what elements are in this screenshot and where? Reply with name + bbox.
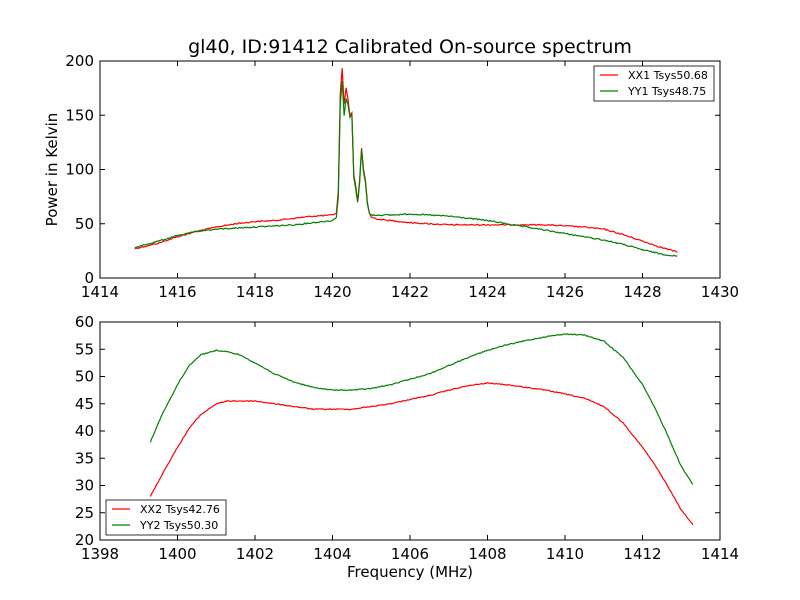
- x-tick-label-2-7: 1412: [623, 545, 661, 563]
- legend-2: XX2 Tsys42.76 YY2 Tsys50.30: [105, 499, 227, 536]
- y-tick-label-1-4: 200: [65, 52, 94, 70]
- x-tick-label-1-7: 1428: [623, 283, 661, 301]
- y-tick-label-1-0: 0: [84, 269, 94, 287]
- y-tick-label-1-2: 100: [65, 161, 94, 179]
- y-tick-label-2-0: 20: [75, 531, 94, 549]
- y-tick-label-2-7: 55: [75, 340, 94, 358]
- plots: 1414 1416 1418 1420 1422 1424 1426 1428 14300501…: [43, 52, 739, 581]
- legend-box-1: [593, 65, 715, 102]
- x-tick-label-1-8: 1430: [701, 283, 739, 301]
- legend-entry-1-2: YY1 Tsys48.75: [627, 85, 706, 98]
- subplot-1: 1414 1416 1418 1420 1422 1424 1426 1428 1430 0 50 1…: [43, 52, 739, 301]
- series-line-2-2: [149, 333, 694, 485]
- x-tick-label-2-3: 1404: [313, 545, 351, 563]
- series-line-2-1: [149, 381, 694, 526]
- x-tick-label-1-5: 1424: [468, 283, 506, 301]
- x-tick-label-2-2: 1402: [236, 545, 274, 563]
- legend-entry-2-2: YY2 Tsys50.30: [139, 519, 218, 532]
- series-line-1-2: [134, 80, 678, 257]
- y-tick-label-2-8: 60: [75, 313, 94, 331]
- x-tick-label-1-4: 1422: [391, 283, 429, 301]
- x-axis-label-2: Frequency (MHz): [347, 563, 473, 581]
- x-tick-label-1-0: 1414: [81, 283, 119, 301]
- legend-1: XX1 Tsys50.68 YY1 Tsys48.75: [593, 65, 715, 102]
- chart-title: gl40, ID:91412 Calibrated On-source spec…: [188, 36, 632, 58]
- subplot-2: 1398 1400 1402 1404 1406 1408 1410 1412 1414 20 25…: [75, 313, 739, 581]
- y-tick-label-2-4: 40: [75, 422, 94, 440]
- x-tick-label-1-6: 1426: [546, 283, 584, 301]
- y-tick-label-2-2: 30: [75, 477, 94, 495]
- y-tick-label-2-3: 35: [75, 449, 94, 467]
- x-tick-label-1-1: 1416: [158, 283, 196, 301]
- x-tick-label-2-8: 1414: [701, 545, 739, 563]
- x-tick-label-2-6: 1410: [546, 545, 584, 563]
- y-tick-label-2-1: 25: [75, 504, 94, 522]
- y-tick-label-1-1: 50: [75, 215, 94, 233]
- legend-box-2: [105, 499, 227, 536]
- legend-entry-2-1: XX2 Tsys42.76: [140, 503, 220, 516]
- y-tick-label-1-3: 150: [65, 106, 94, 124]
- y-tick-label-2-5: 45: [75, 395, 94, 413]
- x-tick-label-2-5: 1408: [468, 545, 506, 563]
- x-tick-label-1-3: 1420: [313, 283, 351, 301]
- y-axis-label-1: Power in Kelvin: [43, 113, 61, 227]
- y-tick-label-2-6: 50: [75, 368, 94, 386]
- series-line-1-1: [134, 68, 678, 253]
- x-tick-label-2-4: 1406: [391, 545, 429, 563]
- legend-entry-1-1: XX1 Tsys50.68: [628, 69, 708, 82]
- x-tick-label-1-2: 1418: [236, 283, 274, 301]
- x-tick-label-2-0: 1398: [81, 545, 119, 563]
- x-tick-label-2-1: 1400: [158, 545, 196, 563]
